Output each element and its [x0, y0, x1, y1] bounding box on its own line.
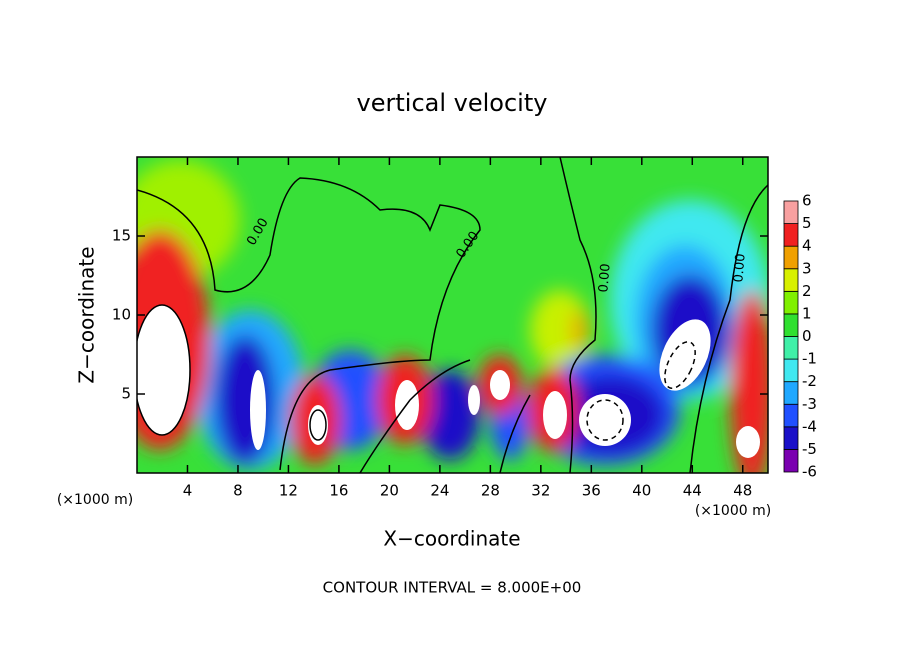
chart-title: vertical velocity [357, 89, 548, 117]
colorbar-box [783, 336, 799, 360]
colorbar-label: 3 [802, 259, 812, 277]
colorbar-box [783, 449, 799, 473]
colorbar-label: -4 [802, 417, 817, 435]
colorbar-label: -2 [802, 372, 817, 390]
x-axis-label: X−coordinate [383, 527, 520, 551]
y-tick-label: 10 [112, 306, 131, 324]
x-tick-label: 44 [683, 482, 702, 500]
footer: CONTOUR INTERVAL = 8.000E+00 [323, 579, 582, 597]
colorbar-box [783, 426, 799, 450]
colorbar-box [783, 200, 799, 224]
x-tick-label: 16 [329, 482, 348, 500]
x-tick-label: 20 [380, 482, 399, 500]
colorbar-label: -6 [802, 463, 817, 481]
x-tick-label: 12 [279, 482, 298, 500]
x-tick-label: 28 [481, 482, 500, 500]
x-tick-label: 4 [183, 482, 193, 500]
x-tick-label: 40 [632, 482, 651, 500]
colorbar-box [783, 223, 799, 247]
y-axis-label: Z−coordinate [75, 246, 99, 383]
colorbar-label: -3 [802, 395, 817, 413]
colorbar-label: 0 [802, 327, 812, 345]
colorbar-label: 6 [802, 192, 812, 210]
x-unit: (×1000 m) [695, 503, 771, 519]
colorbar-box [783, 403, 799, 428]
x-tick-label: 8 [233, 482, 243, 500]
y-tick-label: 15 [112, 227, 131, 245]
colorbar-box [783, 245, 799, 270]
colorbar-label: -1 [802, 350, 817, 368]
colorbar-box [783, 358, 799, 383]
colorbar-label: -5 [802, 440, 817, 458]
colorbar-box [783, 290, 799, 315]
colorbar-box [783, 268, 799, 292]
colorbar-label: 1 [802, 304, 812, 322]
x-tick-label: 24 [430, 482, 449, 500]
x-tick-label: 32 [531, 482, 550, 500]
x-tick-label: 36 [582, 482, 601, 500]
x-tick-label: 48 [733, 482, 752, 500]
contour-label: 0.00 [731, 253, 748, 283]
y-unit: (×1000 m) [57, 492, 133, 508]
colorbar-label: 5 [802, 214, 812, 232]
colorbar-box [783, 381, 799, 405]
field [137, 157, 768, 473]
colorbar-label: 4 [802, 237, 812, 255]
colorbar-box [783, 313, 799, 337]
y-tick-label: 5 [121, 385, 131, 403]
contour-label: 0.00 [596, 263, 613, 293]
colorbar-label: 2 [802, 282, 812, 300]
